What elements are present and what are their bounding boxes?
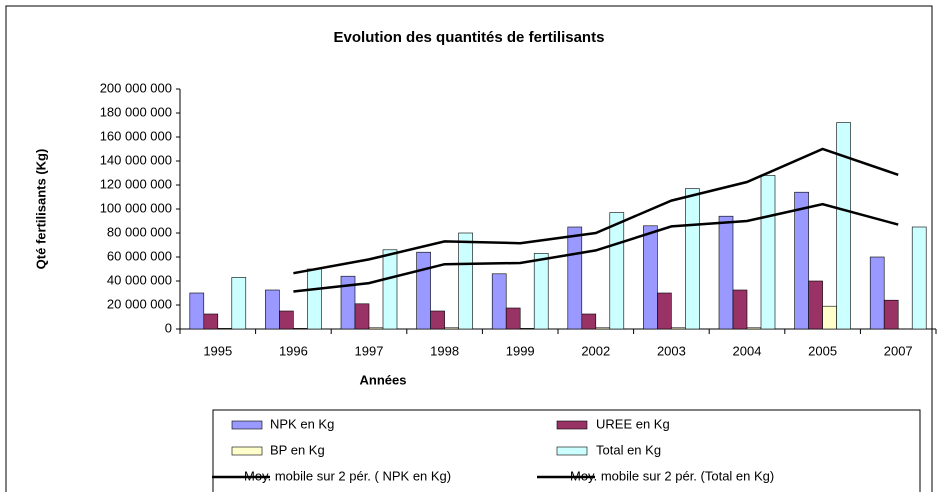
bar: [533, 253, 549, 330]
bar: [595, 327, 611, 330]
x-tick-label: 1998: [430, 343, 459, 358]
legend-swatch: [556, 420, 588, 430]
y-tick-label: 160 000 000: [100, 128, 172, 143]
bar: [643, 225, 658, 330]
bar: [505, 307, 521, 330]
legend-label: Total en Kg: [596, 442, 661, 457]
bar: [808, 280, 823, 330]
bar: [354, 303, 370, 330]
bar: [444, 327, 459, 330]
bar: [217, 328, 233, 330]
y-tick-label: 20 000 000: [107, 296, 172, 311]
y-tick-label: 180 000 000: [100, 104, 172, 119]
bar: [430, 310, 445, 330]
bar: [279, 310, 294, 330]
bar: [657, 292, 672, 330]
bar: [883, 299, 899, 330]
legend-label: Moy. mobile sur 2 pér. (Total en Kg): [570, 468, 774, 483]
x-tick-label: 2004: [733, 343, 762, 358]
legend-swatch: [231, 446, 263, 456]
bar: [685, 188, 700, 330]
legend-label: UREE en Kg: [596, 416, 670, 431]
chart-title: Evolution des quantités de fertilisants: [334, 29, 605, 46]
bar: [203, 313, 219, 330]
bar: [293, 328, 308, 330]
bar: [491, 273, 507, 330]
bar: [760, 175, 776, 330]
x-axis-title: Années: [360, 372, 407, 387]
bar: [231, 277, 247, 330]
y-tick-label: 140 000 000: [100, 152, 172, 167]
y-tick-label: 40 000 000: [107, 272, 172, 287]
x-tick-label: 2002: [581, 343, 610, 358]
bar: [340, 275, 356, 330]
bar: [519, 328, 535, 330]
legend-label: BP en Kg: [270, 442, 325, 457]
y-tick-label: 200 000 000: [100, 80, 172, 95]
legend-label: NPK en Kg: [270, 416, 334, 431]
x-tick-label: 2003: [657, 343, 686, 358]
y-tick-label: 80 000 000: [107, 224, 172, 239]
x-tick-label: 1995: [203, 343, 232, 358]
bar: [458, 232, 473, 330]
bar: [822, 305, 837, 330]
y-tick-label: 0: [165, 320, 172, 335]
bar: [382, 249, 398, 330]
moving-average-line: [293, 147, 899, 275]
bar: [911, 226, 927, 330]
y-tick-label: 100 000 000: [100, 200, 172, 215]
y-tick-label: 60 000 000: [107, 248, 172, 263]
bar: [189, 292, 205, 330]
y-tick-label: 120 000 000: [100, 176, 172, 191]
bar: [869, 256, 885, 330]
x-tick-label: 2005: [808, 343, 837, 358]
y-axis-title: Qté fertilisants (Kg): [33, 149, 48, 270]
bar: [609, 212, 625, 330]
bar: [746, 327, 762, 330]
legend-swatch: [556, 446, 588, 456]
bar: [307, 268, 322, 330]
bar: [732, 289, 748, 330]
x-tick-label: 2007: [884, 343, 913, 358]
moving-average-line: [293, 202, 899, 293]
bar: [368, 327, 384, 330]
bar: [567, 226, 583, 330]
bar: [836, 122, 851, 330]
bar: [671, 327, 686, 330]
legend-swatch: [231, 420, 263, 430]
x-tick-label: 1997: [355, 343, 384, 358]
bar: [265, 289, 280, 330]
legend-label: Moy. mobile sur 2 pér. ( NPK en Kg): [244, 468, 451, 483]
bar: [416, 251, 431, 330]
bar: [718, 215, 734, 330]
x-tick-label: 1996: [279, 343, 308, 358]
bar: [581, 313, 597, 330]
x-tick-label: 1999: [506, 343, 535, 358]
bar: [794, 191, 809, 330]
